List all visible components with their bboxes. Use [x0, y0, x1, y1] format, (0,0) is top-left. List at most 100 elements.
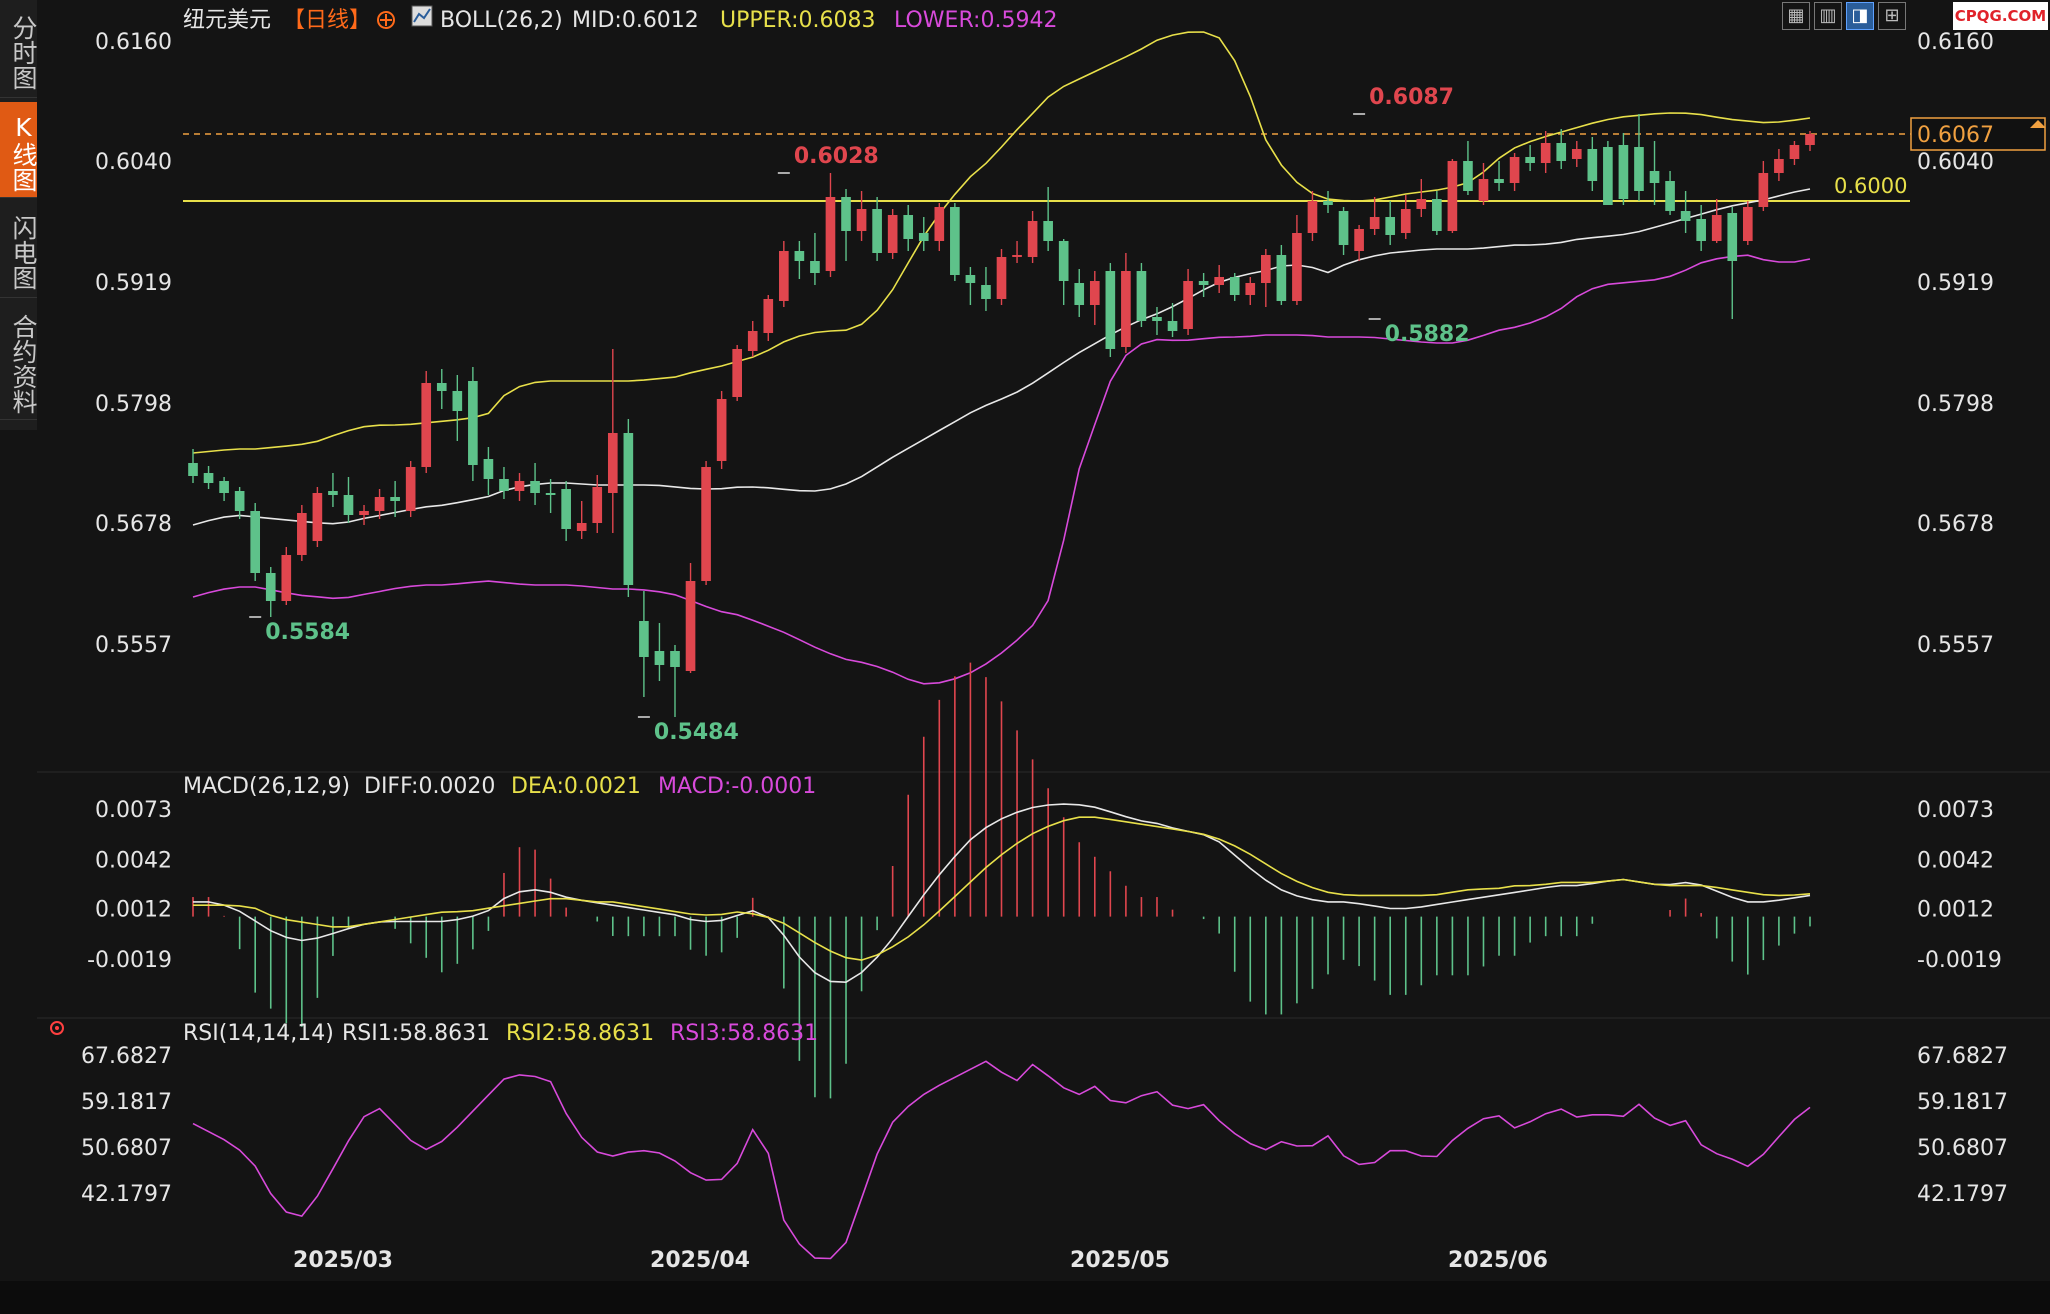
- boll-upper-value: UPPER:0.6083: [720, 8, 876, 33]
- candle-body: [794, 251, 805, 261]
- candle-body: [1758, 173, 1769, 207]
- candle-body: [1634, 147, 1644, 191]
- macd-axis-label-right: -0.0019: [1917, 948, 2002, 973]
- candle-body: [732, 349, 743, 397]
- rsi-axis-label-left: 50.6807: [81, 1136, 172, 1161]
- candle-body: [1525, 157, 1535, 163]
- macd-axis-label-left: 0.0073: [95, 798, 172, 823]
- candle-body: [1183, 281, 1193, 329]
- candle-body: [1571, 149, 1582, 159]
- candle-body: [1152, 317, 1162, 321]
- add-indicator-icon[interactable]: [377, 11, 395, 29]
- candle-body: [1027, 221, 1038, 257]
- horizontal-line-label: 0.6000: [1834, 174, 1907, 198]
- candle-body: [1447, 161, 1458, 231]
- candle-body: [1432, 199, 1442, 231]
- extreme-price-label: 0.5584: [265, 620, 350, 645]
- candle-body: [763, 299, 774, 333]
- candle-body: [996, 257, 1007, 299]
- candle-body: [561, 489, 571, 529]
- candle-body: [1276, 255, 1287, 301]
- macd-axis-label-right: 0.0073: [1917, 798, 1994, 823]
- price-axis-label-right: 0.5919: [1917, 271, 1994, 296]
- candle-body: [934, 207, 945, 241]
- candle-body: [1012, 255, 1022, 257]
- candle-body: [1742, 207, 1753, 241]
- candle-body: [903, 215, 914, 239]
- price-axis-label-left: 0.6040: [95, 150, 172, 175]
- candle-body: [1292, 233, 1302, 301]
- sidebar-tab[interactable]: 合约资料: [0, 302, 38, 420]
- sidebar-tab[interactable]: K线图: [0, 102, 38, 198]
- candle-body: [654, 651, 665, 665]
- candle-body: [312, 493, 323, 541]
- candle-body: [639, 621, 649, 657]
- candle-body: [297, 513, 307, 555]
- candle-body: [390, 497, 400, 501]
- candle-body: [1494, 179, 1504, 183]
- tool-icon[interactable]: ⊞: [1878, 2, 1906, 30]
- boll-upper-line: [192, 31, 1811, 454]
- line-chart-icon[interactable]: ◨: [1846, 2, 1874, 30]
- boll-lower-line: [192, 254, 1811, 685]
- candle-body: [981, 285, 991, 299]
- rsi-name: RSI(14,14,14): [183, 1021, 334, 1046]
- rsi3-value: RSI3:58.8631: [670, 1021, 818, 1046]
- candle-body: [468, 381, 478, 465]
- boll-mid-value: MID:0.6012: [572, 8, 699, 33]
- candle-body: [219, 481, 229, 493]
- grid-icon[interactable]: ▦: [1782, 2, 1810, 30]
- sidebar: 分时图 K线图闪电图合约资料: [0, 0, 38, 430]
- candle-body: [483, 459, 494, 479]
- rsi-line: [192, 1060, 1811, 1260]
- candle-body: [1089, 281, 1100, 305]
- candle-body: [1789, 145, 1800, 159]
- candle-body: [1385, 217, 1396, 235]
- sidebar-tab[interactable]: 分时图: [0, 2, 38, 98]
- price-axis-label-left: 0.5798: [95, 392, 172, 417]
- candle-body: [1618, 145, 1629, 199]
- candle-body: [592, 487, 603, 523]
- extreme-price-label: 0.5484: [654, 720, 739, 745]
- candle-body: [1058, 241, 1069, 281]
- candle-body: [1665, 181, 1675, 211]
- symbol-name: 纽元美元: [183, 8, 271, 33]
- current-price-box: [1910, 117, 2046, 151]
- candle-body: [825, 197, 836, 271]
- macd-axis-label-left: 0.0012: [95, 897, 172, 922]
- candle-body: [1105, 271, 1116, 349]
- candle-body: [203, 473, 214, 483]
- macd-diff-value: DIFF:0.0020: [364, 774, 495, 799]
- site-logo: CPQG.COM: [1953, 2, 2048, 30]
- sidebar-tab[interactable]: 闪电图: [0, 202, 38, 298]
- candle-body: [1805, 134, 1815, 145]
- candle-body: [747, 331, 758, 351]
- current-price-label: 0.6067: [1917, 123, 1994, 148]
- candle-body: [1338, 211, 1349, 245]
- candle-body: [1043, 221, 1053, 241]
- rsi-axis-label-right: 42.1797: [1917, 1182, 2008, 1207]
- candle-body: [328, 491, 338, 495]
- candle-body: [188, 463, 198, 476]
- candle-body: [841, 197, 851, 231]
- candle-body: [1198, 281, 1209, 285]
- candle-body: [1556, 143, 1567, 161]
- candle-body: [779, 251, 789, 301]
- candle-body: [607, 433, 618, 493]
- boll-mid-line: [192, 188, 1811, 526]
- indicator-tabbar: [0, 1281, 2050, 1314]
- candle-body: [1074, 283, 1085, 305]
- candle-body: [1354, 229, 1364, 251]
- candle-body: [872, 209, 882, 253]
- date-axis-label: 2025/05: [1070, 1248, 1170, 1273]
- candle-body: [530, 481, 540, 493]
- candle-body: [1680, 211, 1691, 221]
- extreme-price-label: 0.6087: [1369, 85, 1454, 110]
- candle-body: [810, 261, 820, 273]
- candle-body: [265, 573, 276, 601]
- candlestick-icon[interactable]: ▥: [1814, 2, 1842, 30]
- candle-body: [545, 493, 556, 495]
- candle-body: [281, 555, 292, 601]
- crosshair-icon[interactable]: [48, 1019, 66, 1037]
- candle-body: [1369, 217, 1380, 229]
